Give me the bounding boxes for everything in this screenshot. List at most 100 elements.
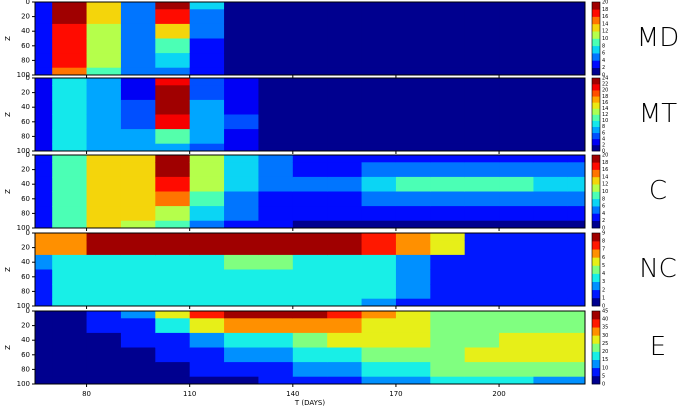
x-tick-label: 110 [183,390,196,398]
heat-cell [464,38,500,54]
colorbar-swatch [592,155,600,163]
y-tick-label: 40 [21,27,30,35]
heat-cell [224,284,259,300]
colorbar-label: 14 [602,106,608,112]
heat-cell [224,23,259,39]
heat-cell [464,298,500,307]
heat-cell [155,114,191,130]
heat-cell [327,67,363,76]
colorbar-swatch [592,327,600,336]
heat-cell [155,298,191,307]
heat-cell [430,347,466,363]
heat-cell [464,67,500,76]
heat-cell [464,318,500,334]
y-tick-label: 80 [21,132,30,140]
heat-cell [292,311,328,319]
colorbar-swatch [592,213,600,221]
heat-cell [155,155,191,163]
heat-cell [224,78,259,86]
heat-cell [224,38,259,54]
heat-cell [258,9,294,25]
heat-cell [155,269,191,285]
heat-cell [35,298,53,307]
colorbar-label: 2 [602,218,605,224]
heat-cell [361,376,397,385]
heat-cell [52,176,88,192]
heat-cell [430,318,466,334]
heat-cell [52,233,88,241]
heat-cell [258,233,294,241]
heat-cell [189,67,225,76]
colorbar-swatch [592,23,600,32]
colorbar-label: 2 [602,65,605,71]
heat-cell [52,220,88,229]
heat-cell [567,332,586,348]
heat-cell [120,99,156,115]
heat-cell [499,99,534,115]
heat-cell [155,67,191,76]
heat-cell [189,114,225,130]
heat-cell [258,53,294,69]
y-tick-label: 100 [17,380,30,388]
heat-cell [120,240,156,256]
heat-cell [533,332,569,348]
panel-label: MD [637,23,679,53]
heat-cell [430,2,466,10]
heat-cell [395,206,431,222]
heat-cell [430,332,466,348]
heat-cell [224,269,259,285]
heat-cell [499,240,534,256]
colorbar-swatch [592,45,600,54]
heat-cell [499,206,534,222]
colorbar-swatch [592,60,600,68]
y-tick-label: 60 [21,42,30,50]
heat-cell [567,176,586,192]
heat-cell [499,53,534,69]
heat-cell [86,67,122,76]
heat-cell [292,269,328,285]
heat-cell [86,114,122,130]
heat-cell [258,129,294,145]
y-axis-label: Z [4,345,12,350]
heat-cell [224,53,259,69]
heat-cell [86,53,122,69]
heat-cell [120,233,156,241]
colorbar-label: 10 [602,189,608,195]
heat-cell [567,2,586,10]
colorbar-label: 30 [602,333,608,339]
y-tick-label: 0 [26,151,30,159]
heat-cell [35,67,53,76]
heat-cell [292,318,328,334]
heat-cell [464,191,500,207]
heat-cell [35,191,53,207]
heat-cell [533,362,569,378]
colorbar-label: 10 [602,118,608,124]
heat-cell [258,143,294,152]
heat-cell [464,233,500,241]
colorbar-label: 20 [602,153,608,159]
heat-cell [499,78,534,86]
heat-cell [258,362,294,378]
heat-cell [292,176,328,192]
heat-cell [464,9,500,25]
heat-cell [533,318,569,334]
heat-cell [395,53,431,69]
colorbar-label: 24 [602,76,608,82]
heat-cell [395,284,431,300]
heat-cell [430,78,466,86]
heat-cell [430,53,466,69]
heat-cell [567,67,586,76]
y-tick-label: 20 [21,89,30,97]
heat-cell [189,233,225,241]
heat-cell [395,38,431,54]
heat-cell [292,78,328,86]
heat-cell [120,298,156,307]
heat-cell [464,53,500,69]
heat-cell [292,67,328,76]
heat-cell [155,78,191,86]
heat-cell [430,362,466,378]
heat-cell [52,311,88,319]
heat-cell [327,2,363,10]
heat-cell [35,78,53,86]
heat-cell [499,233,534,241]
